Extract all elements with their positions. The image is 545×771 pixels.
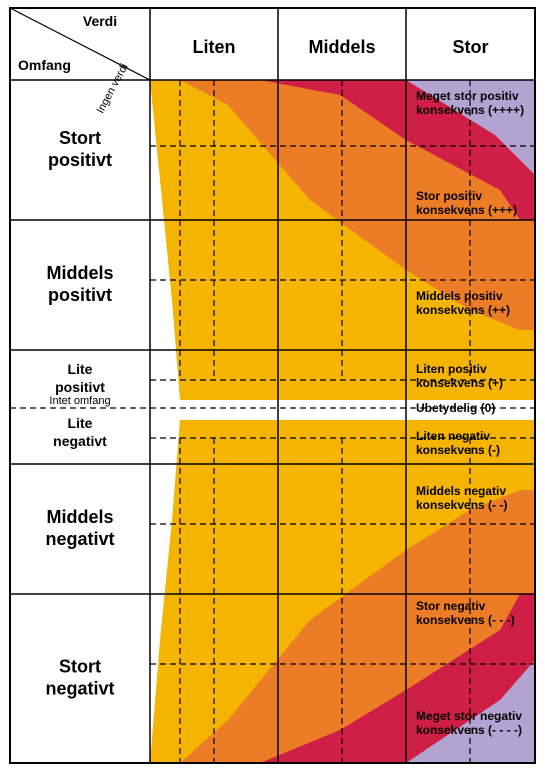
annot-p1-l2: konsekvens (+): [416, 376, 503, 390]
annot-u0: Ubetydelig (0): [416, 401, 495, 415]
row-none: Intet omfang: [49, 395, 110, 407]
row-neg-large-l1: Stort: [59, 657, 101, 677]
header-diag-top: Verdi: [83, 13, 117, 29]
row-neg-med-l2: negativt: [45, 529, 114, 549]
annot-n4-l1: Meget stor negativ: [416, 709, 522, 723]
annot-p4-l1: Meget stor positiv: [416, 89, 519, 103]
annot-n4-l2: konsekvens (- - - -): [416, 723, 522, 737]
row-pos-small-l2: positivt: [55, 379, 105, 395]
header-diag-bottom: Omfang: [18, 57, 71, 73]
row-pos-med-l2: positivt: [48, 285, 112, 305]
annot-p2-l2: konsekvens (++): [416, 303, 510, 317]
annot-p3-l2: konsekvens (+++): [416, 203, 517, 217]
annot-n3-l1: Stor negativ: [416, 599, 486, 613]
annot-n3-l2: konsekvens (- - -): [416, 613, 515, 627]
annot-p2-l1: Middels positiv: [416, 289, 503, 303]
annot-n1-l1: Liten negativ: [416, 429, 490, 443]
annot-n2-l1: Middels negativ: [416, 484, 506, 498]
annot-p3-l1: Stor positiv: [416, 189, 482, 203]
row-neg-med-l1: Middels: [46, 507, 113, 527]
row-pos-large-l2: positivt: [48, 150, 112, 170]
row-pos-med-l1: Middels: [46, 263, 113, 283]
row-pos-large-l1: Stort: [59, 128, 101, 148]
col-header-0: Liten: [193, 37, 236, 57]
annot-p4-l2: konsekvens (++++): [416, 103, 524, 117]
annot-p1-l1: Liten positiv: [416, 362, 487, 376]
row-pos-small-l1: Lite: [68, 361, 93, 377]
col-header-2: Stor: [453, 37, 489, 57]
row-neg-small-l1: Lite: [68, 415, 93, 431]
annot-n1-l2: konsekvens (-): [416, 443, 500, 457]
row-neg-large-l2: negativt: [45, 679, 114, 699]
col-header-1: Middels: [308, 37, 375, 57]
row-neg-small-l2: negativt: [53, 433, 107, 449]
annot-n2-l2: konsekvens (- -): [416, 498, 507, 512]
